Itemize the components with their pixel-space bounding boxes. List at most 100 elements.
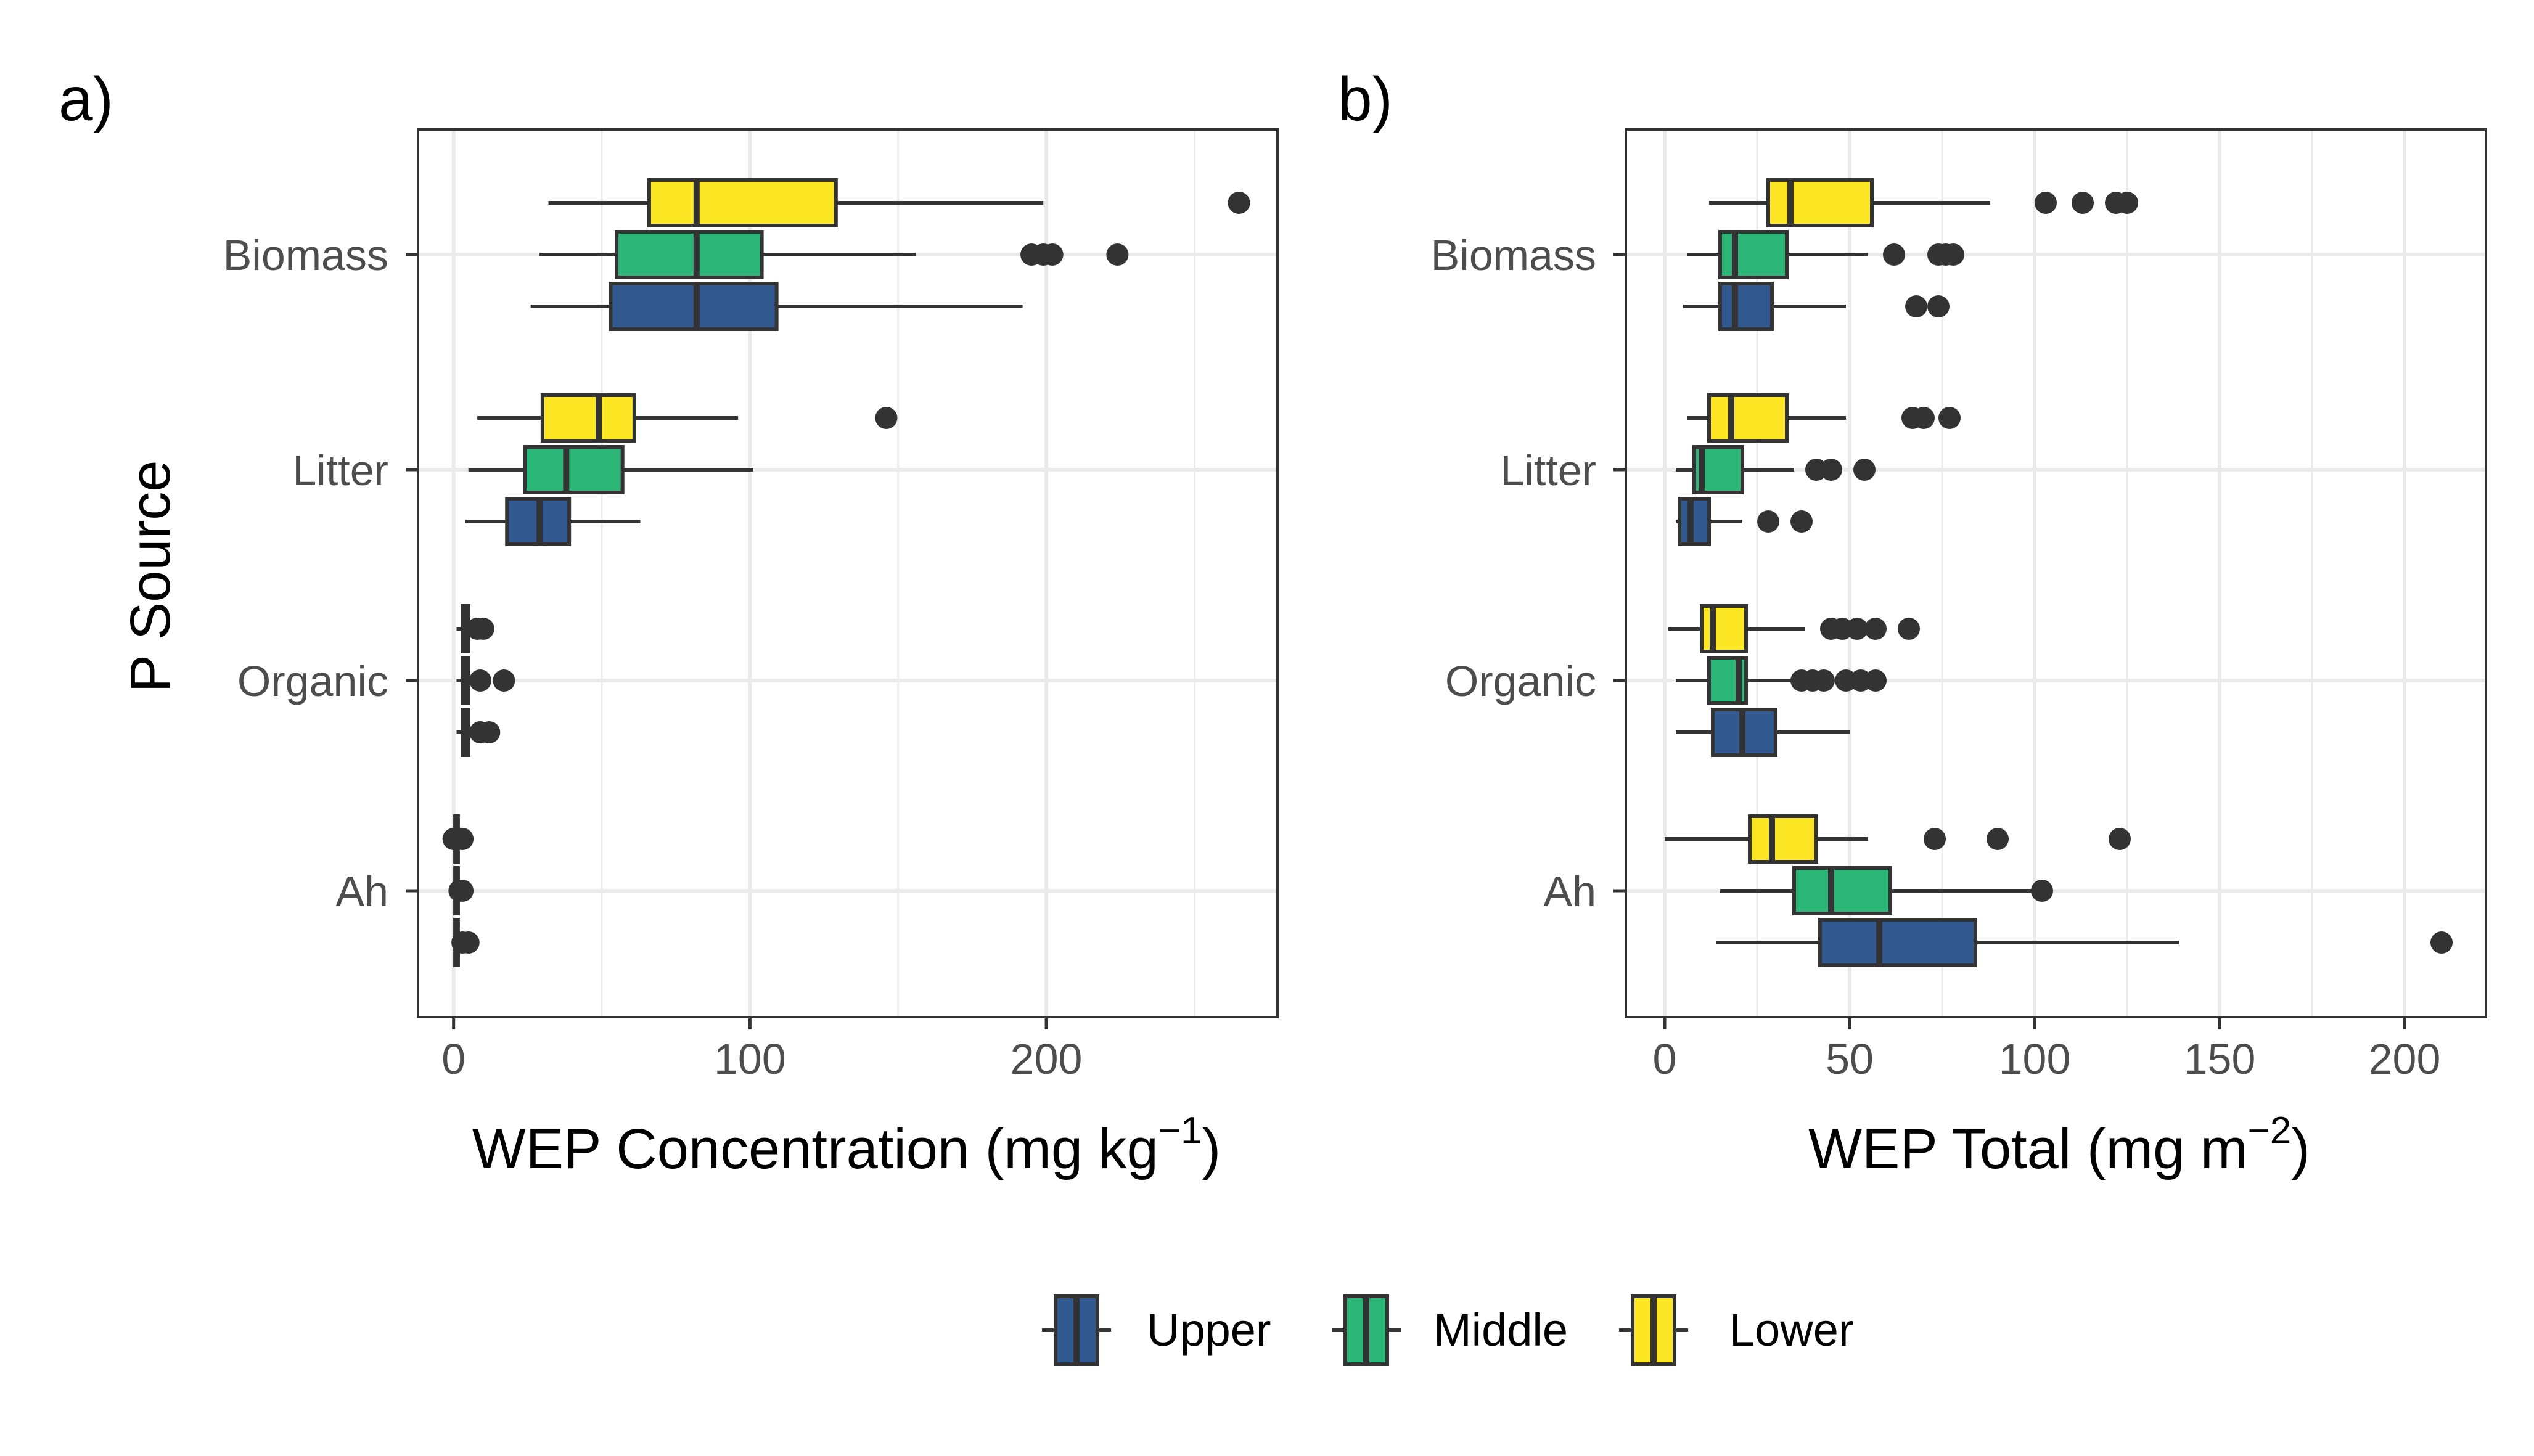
panel-b-y-tick-label-biomass: Biomass	[1431, 231, 1596, 279]
panel-b-box-biomass-lower-outlier	[2072, 192, 2094, 214]
panel-a-x-tick-label: 200	[1011, 1035, 1083, 1083]
panel-b-x-tick-label: 200	[2369, 1035, 2441, 1083]
y-axis-title: P Source	[119, 460, 182, 693]
panel-a-box-biomass-middle	[539, 230, 1129, 279]
panel-b-y-tick-label-litter: Litter	[1500, 446, 1596, 494]
panel-b-tag: b)	[1338, 65, 1393, 134]
panel-b-box-litter-upper-outlier	[1790, 510, 1813, 533]
panel-a-x-axis-title: WEP Concentration (mg kg−1)	[472, 1110, 1221, 1180]
panel-a-box-ah-lower	[442, 814, 474, 864]
panel-b-y-tick-label-ah: Ah	[1543, 867, 1596, 915]
panel-b-y-tick-label-organic: Organic	[1445, 657, 1596, 705]
panel-b-box-litter-lower	[1687, 393, 1961, 443]
panel-b-box-organic-middle-outlier	[1813, 669, 1835, 692]
legend-item-middle: Middle	[1332, 1294, 1568, 1366]
panel-a-y-tick-label-biomass: Biomass	[223, 231, 388, 279]
panel-b-box-ah-upper	[1716, 918, 2453, 967]
panel-b-box-litter-lower-outlier	[1938, 407, 1961, 429]
panel-b-x-axis-title-exponent: −2	[2247, 1110, 2291, 1152]
panel-b-box-biomass-upper-outlier	[1905, 295, 1927, 317]
panel-a-box-biomass-lower-iqr	[647, 178, 838, 227]
panel-b-box-organic-lower-outlier	[1864, 618, 1887, 640]
panel-b-x-axis-title-main: WEP Total (mg m	[1808, 1118, 2247, 1180]
panel-b-box-biomass-upper-outlier	[1927, 295, 1950, 317]
panel-a-box-ah-middle-outlier	[451, 880, 474, 902]
panel-b-box-organic-upper	[1676, 708, 1850, 757]
panel-b-box-organic-middle	[1676, 656, 1887, 705]
panel-a-box-litter-upper	[465, 497, 641, 546]
panel-b-box-litter-middle-outlier	[1820, 459, 1842, 481]
panel-b-box-ah-middle-outlier	[2031, 880, 2053, 902]
panel-a-x-axis-title-exponent: −1	[1158, 1110, 1202, 1152]
panel-b-box-biomass-upper-iqr	[1718, 282, 1774, 331]
panel-b-box-biomass-middle-iqr	[1718, 230, 1789, 279]
panel-a-x-axis-title-close: )	[1202, 1118, 1221, 1180]
panel-a-plot: 0 100 200 Biomass Litter Organic Ah	[223, 128, 1279, 1083]
panel-b-box-biomass-lower-outlier	[2116, 192, 2138, 214]
panel-b-box-litter-lower-iqr	[1707, 393, 1789, 443]
legend-label-middle: Middle	[1433, 1304, 1568, 1356]
panel-b-x-tick-label: 150	[2184, 1035, 2256, 1083]
panel-a-box-litter-middle-iqr	[523, 445, 625, 494]
legend-label-upper: Upper	[1147, 1304, 1271, 1356]
panel-b-box-organic-lower-outlier	[1898, 618, 1920, 640]
panel-b-box-biomass-middle-outlier	[1883, 243, 1905, 266]
panel-a-plot-background	[418, 129, 1277, 1017]
panel-b-box-ah-lower	[1665, 814, 2131, 864]
legend-key-upper	[1042, 1294, 1111, 1366]
panel-a-box-organic-middle-outlier	[469, 669, 491, 692]
panel-b-x-axis-title-close: )	[2291, 1118, 2310, 1180]
panel-b-box-litter-upper	[1676, 497, 1813, 546]
panel-a-box-litter-middle	[468, 445, 753, 494]
panel-b-box-ah-middle	[1720, 866, 2053, 915]
panel-a-box-biomass-upper	[530, 282, 1023, 331]
panel-b-plot: 0 50 100 150 200 Biomass Litter Organic Ah	[1431, 128, 2487, 1083]
panel-a-box-organic-upper-outlier	[478, 721, 501, 743]
panel-b-x-axis-title: WEP Total (mg m−2)	[1808, 1110, 2310, 1180]
panel-b-box-litter-upper-outlier	[1757, 510, 1779, 533]
panel-b-box-litter-upper-iqr	[1678, 497, 1711, 546]
panel-a-box-litter-lower	[477, 393, 898, 443]
panel-a-box-biomass-middle-iqr	[615, 230, 764, 279]
panel-b-x-tick-label: 100	[1999, 1035, 2071, 1083]
panel-b-box-organic-middle-outlier	[1864, 669, 1887, 692]
panel-b-box-ah-lower-iqr	[1748, 814, 1818, 864]
panel-b-plot-border	[1625, 128, 2487, 1018]
panel-b-box-biomass-lower-iqr	[1766, 178, 1874, 227]
panel-b-box-ah-upper-iqr	[1818, 918, 1977, 967]
panel-b-box-organic-lower-outlier	[1846, 618, 1868, 640]
panel-a-box-biomass-lower-outlier	[1228, 192, 1250, 214]
panel-b-box-biomass-middle	[1687, 230, 1964, 279]
panel-a-y-tick-label-ah: Ah	[335, 867, 388, 915]
legend-key-lower	[1619, 1294, 1688, 1366]
panel-a-box-biomass-middle-outlier	[1041, 243, 1064, 266]
panel-a-box-organic-middle-outlier	[493, 669, 515, 692]
panel-b-box-organic-lower	[1668, 604, 1920, 653]
panel-a-x-tick-label: 100	[714, 1035, 786, 1083]
panel-b-box-ah-lower-outlier	[1924, 828, 1946, 850]
panel-a-y-tick-label-litter: Litter	[292, 446, 388, 494]
panel-a-box-litter-lower-outlier	[875, 407, 898, 429]
legend-item-upper: Upper	[1042, 1294, 1271, 1366]
panel-a: a) 0 100 200 Biomass Litter Organic Ah WEP Con…	[59, 65, 1279, 1180]
panel-a-box-organic-upper	[456, 708, 501, 757]
panel-a-box-biomass-middle-outlier	[1106, 243, 1129, 266]
legend-item-lower: Lower	[1619, 1294, 1854, 1366]
panel-b-box-ah-lower-outlier	[2109, 828, 2131, 850]
panel-b-box-biomass-lower-outlier	[2035, 192, 2057, 214]
panel-b-box-biomass-upper	[1683, 282, 1950, 331]
panel-a-box-organic-lower-outlier	[472, 618, 494, 640]
panel-a-box-ah-lower-outlier	[451, 828, 474, 850]
panel-a-box-litter-lower-iqr	[540, 393, 636, 443]
panel-b-x-tick-label: 0	[1653, 1035, 1677, 1083]
panel-b-box-organic-lower-iqr	[1700, 604, 1748, 653]
panel-a-box-ah-upper	[451, 918, 480, 967]
panel-a-box-ah-middle	[448, 866, 474, 915]
panel-b-box-litter-middle-outlier	[1853, 459, 1876, 481]
panel-a-x-tick-label: 0	[441, 1035, 465, 1083]
legend-key-middle	[1332, 1294, 1401, 1366]
panel-a-y-tick-label-organic: Organic	[237, 657, 388, 705]
panel-b-x-tick-label: 50	[1826, 1035, 1874, 1083]
panel-b: b) 0 50 100 150 200 Biomass Litter Organic Ah WE…	[1338, 65, 2487, 1180]
